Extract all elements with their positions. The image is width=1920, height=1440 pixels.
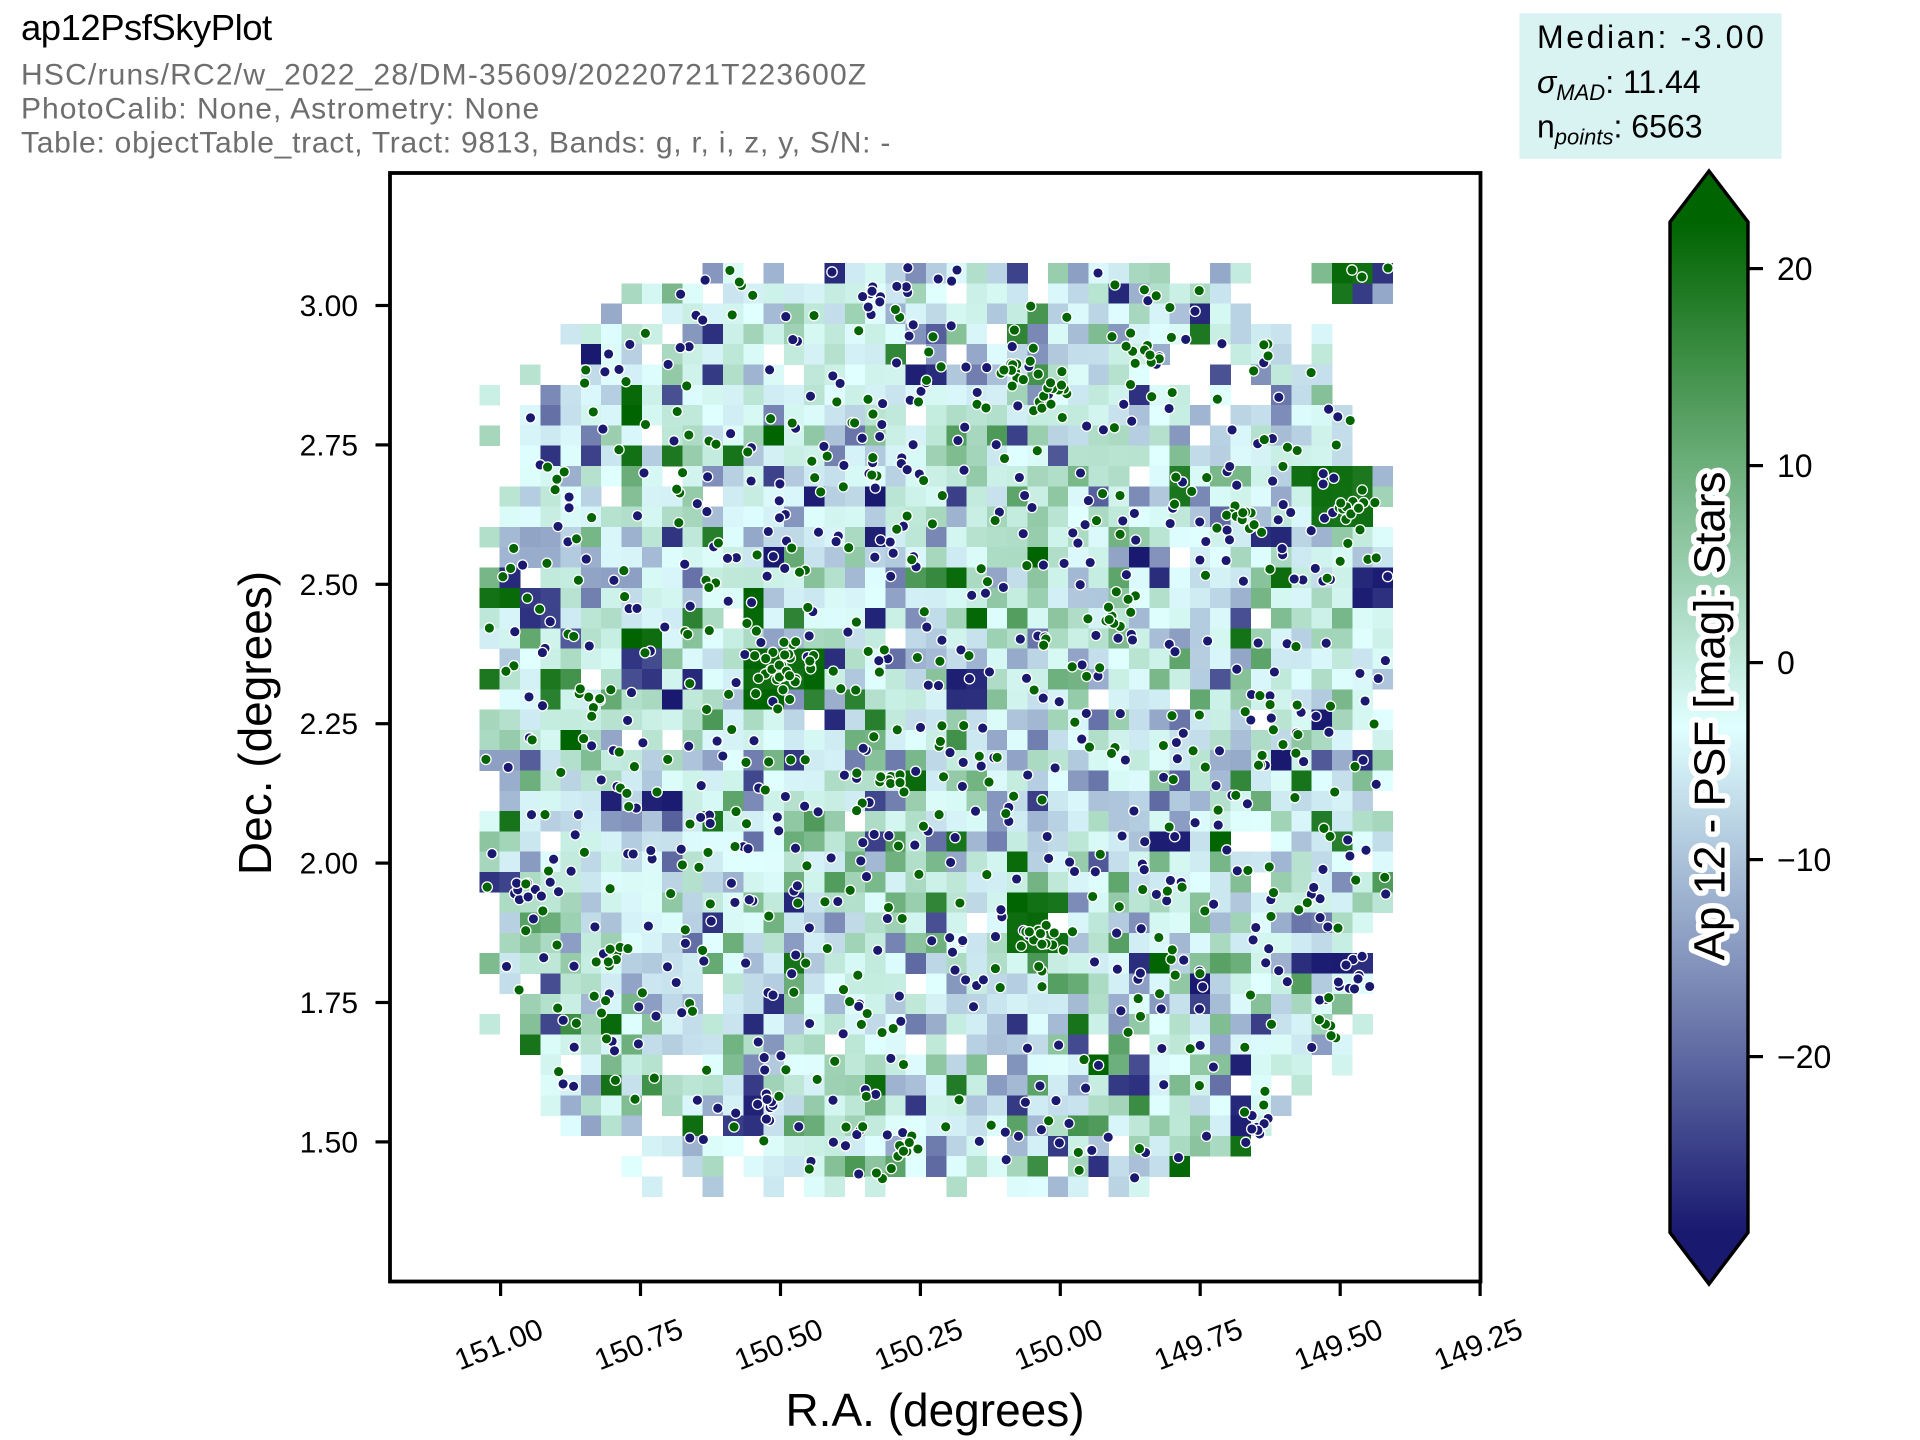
svg-text:2.25: 2.25	[300, 708, 358, 741]
svg-text:PhotoCalib: None, Astrometry:: PhotoCalib: None, Astrometry: None	[21, 93, 540, 126]
svg-text:σMAD: 11.44: σMAD: 11.44	[1537, 64, 1701, 105]
svg-text:−10: −10	[1777, 842, 1831, 878]
svg-text:20: 20	[1777, 251, 1813, 287]
svg-text:Median: -3.00: Median: -3.00	[1537, 19, 1766, 55]
svg-text:3.00: 3.00	[300, 290, 358, 323]
svg-text:Table: objectTable_tract, Trac: Table: objectTable_tract, Tract: 9813, B…	[21, 127, 891, 160]
svg-text:ap12PsfSkyPlot: ap12PsfSkyPlot	[21, 7, 272, 48]
svg-text:1.75: 1.75	[300, 987, 358, 1020]
svg-text:2.00: 2.00	[300, 848, 358, 881]
svg-text:Dec. (degrees): Dec. (degrees)	[229, 571, 281, 875]
svg-text:10: 10	[1777, 448, 1813, 484]
svg-text:−20: −20	[1777, 1039, 1831, 1075]
svg-text:0: 0	[1777, 645, 1795, 681]
svg-text:2.75: 2.75	[300, 429, 358, 462]
svg-text:R.A. (degrees): R.A. (degrees)	[785, 1384, 1084, 1436]
svg-text:HSC/runs/RC2/w_2022_28/DM-3560: HSC/runs/RC2/w_2022_28/DM-35609/20220721…	[21, 59, 867, 92]
svg-text:Ap 12 - PSF [mag]: Stars: Ap 12 - PSF [mag]: Stars	[1685, 471, 1734, 960]
svg-text:2.50: 2.50	[300, 569, 358, 602]
svg-text:1.50: 1.50	[300, 1126, 358, 1159]
